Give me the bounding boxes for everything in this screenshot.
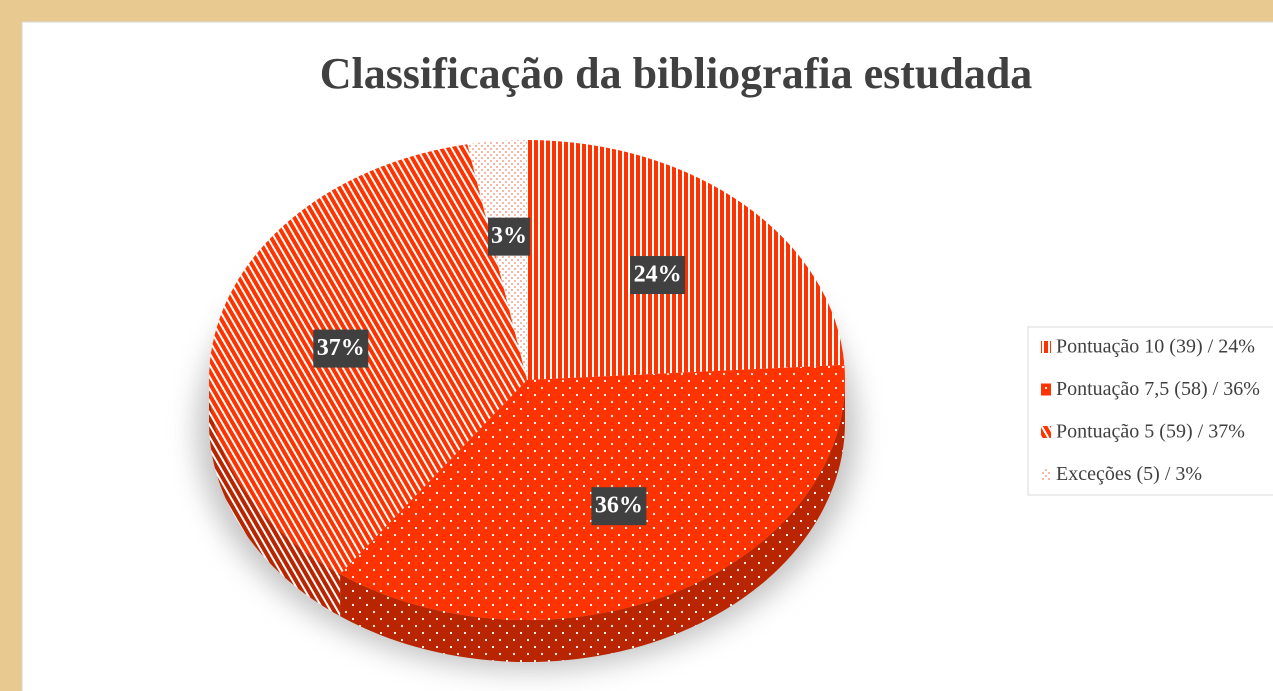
pie-side bbox=[209, 380, 341, 617]
data-label-box bbox=[488, 217, 531, 256]
chart-title: Classificação da bibliografia estudada bbox=[320, 49, 1033, 98]
data-label: 24% bbox=[634, 262, 682, 288]
legend-swatch bbox=[1041, 426, 1051, 438]
data-label: 3% bbox=[491, 223, 527, 249]
legend-swatch bbox=[1041, 468, 1051, 481]
legend-label: Pontuação 5 (59) / 37% bbox=[1056, 421, 1245, 443]
legend-label: Pontuação 10 (39) / 24% bbox=[1056, 336, 1255, 358]
data-label-box bbox=[630, 256, 686, 295]
data-label-box bbox=[591, 487, 647, 526]
legend-swatch bbox=[1041, 383, 1051, 396]
pie-slice bbox=[527, 140, 845, 380]
pie-side bbox=[340, 380, 845, 662]
pie-slice bbox=[467, 140, 527, 380]
data-label: 37% bbox=[317, 335, 365, 361]
legend-swatch bbox=[1041, 341, 1051, 353]
legend-label: Exceções (5) / 3% bbox=[1056, 463, 1202, 485]
legend-label: Pontuação 7,5 (58) / 36% bbox=[1056, 378, 1260, 400]
data-label-box bbox=[313, 329, 369, 368]
data-label: 36% bbox=[595, 493, 643, 519]
legend-box bbox=[1027, 326, 1273, 496]
